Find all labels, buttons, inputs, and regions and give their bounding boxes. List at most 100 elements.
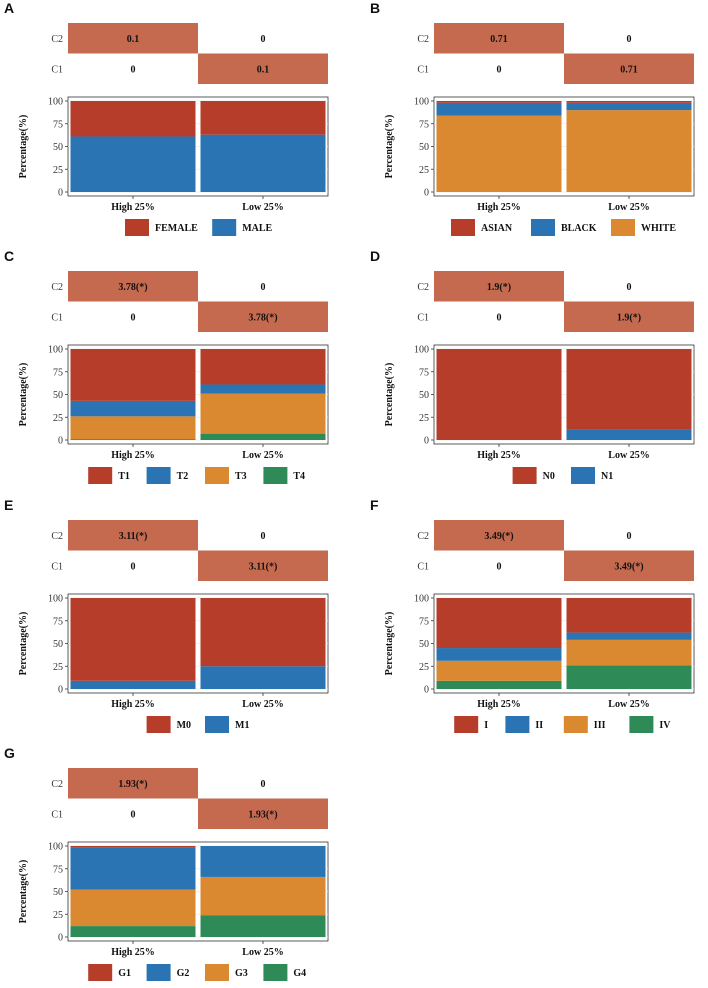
x-tick-label: Low 25% [242,699,283,710]
heatmap-cell-value: 0 [627,531,632,542]
y-tick-label: 50 [53,142,63,153]
heatmap-cell [198,271,328,302]
y-tick-label: 25 [419,165,429,176]
legend-swatch-ii [505,716,530,733]
y-tick-label: 25 [419,662,429,673]
legend-label: T2 [177,471,189,482]
bar-segment-iv [436,680,562,689]
heatmap-cell [434,271,564,302]
bar-segment-ii [436,648,562,661]
heatmap-cell-value: 1.9(*) [617,312,641,323]
x-tick-label: High 25% [111,202,155,213]
heatmap-cell-value: 0 [131,312,136,323]
heatmap-row-label: C2 [51,282,63,293]
y-tick-label: 0 [424,685,429,696]
heatmap-cell [434,550,564,581]
bar-segment-i [566,598,692,633]
legend-label: II [535,720,543,731]
x-tick-label: High 25% [111,450,155,461]
legend-label: N0 [543,471,555,482]
heatmap-row-label: C1 [417,561,429,572]
legend-label: T1 [118,471,130,482]
bar-segment-m0 [200,598,326,667]
y-tick-label: 50 [53,887,63,898]
bar-segment-ii [566,632,692,640]
y-tick-label: 75 [53,864,63,875]
heatmap-cell [564,550,694,581]
bar-segment-white [566,110,692,192]
heatmap-row-label: C2 [51,779,63,790]
heatmap-cell [564,53,694,84]
bar-segment-t1 [200,349,326,385]
bar-segment-g2 [200,846,326,877]
bar-segment-g4 [70,926,196,937]
heatmap-cell-value: 0 [131,809,136,820]
legend-label: G1 [118,968,131,979]
heatmap-cell [564,23,694,54]
bar-segment-iv [566,665,692,689]
panel-g: G C2 1.93(*) 0 C1 0 1.93(*) 0 25 50 75 100 High 25% L… [4,745,329,981]
heatmap-cell [198,550,328,581]
x-tick-label: High 25% [477,699,521,710]
bar-segment-black [436,102,562,116]
panel-c: C C2 3.78(*) 0 C1 0 3.78(*) 0 25 50 75 100 High 25% L… [4,248,329,484]
heatmap-cell [564,301,694,332]
y-tick-label: 0 [58,188,63,199]
heatmap-cell-value: 0 [627,34,632,45]
bar-segment-female [200,101,326,135]
x-tick-label: High 25% [477,202,521,213]
legend-label: G2 [177,968,190,979]
y-tick-label: 50 [419,639,429,650]
heatmap-row-label: C2 [51,34,63,45]
legend-swatch-m0 [146,716,171,733]
y-tick-label: 25 [53,662,63,673]
legend-swatch-t2 [146,467,171,484]
y-tick-label: 25 [53,910,63,921]
heatmap-cell-value: 1.93(*) [248,809,277,820]
heatmap-cell-value: 0 [261,34,266,45]
legend-swatch-male [212,219,237,236]
legend-swatch-g1 [88,964,113,981]
x-tick-label: High 25% [477,450,521,461]
heatmap-cell [68,768,198,799]
bar-segment-n1 [566,429,692,440]
legend-label: G4 [293,968,306,979]
y-tick-label: 100 [48,594,63,605]
panel-d: D C2 1.9(*) 0 C1 0 1.9(*) 0 25 50 75 100 High 25% Low… [370,248,695,484]
heatmap-cell [198,798,328,829]
y-axis-label: Percentage(%) [384,612,395,676]
legend-label: T3 [235,471,247,482]
heatmap-row-label: C2 [51,531,63,542]
heatmap-cell-value: 0.1 [127,34,140,45]
bar-segment-asian [436,101,562,103]
heatmap-cell [198,520,328,551]
y-tick-label: 50 [419,390,429,401]
panel-label: D [370,248,380,264]
heatmap-row-label: C1 [51,561,63,572]
panel-e: E C2 3.11(*) 0 C1 0 3.11(*) 0 25 50 75 100 High 25% L… [4,497,329,733]
heatmap-row-label: C1 [51,64,63,75]
y-tick-label: 75 [419,119,429,130]
heatmap-cell [68,23,198,54]
bar-segment-female [70,101,196,137]
legend-swatch-n0 [512,467,537,484]
y-tick-label: 75 [419,367,429,378]
bar-segment-g2 [70,847,196,890]
heatmap-cell-value: 0 [131,561,136,572]
heatmap-row-label: C1 [51,809,63,820]
heatmap-cell-value: 0 [497,64,502,75]
bar-segment-t2 [200,384,326,394]
heatmap-cell-value: 3.11(*) [249,561,278,572]
y-tick-label: 100 [48,345,63,356]
x-tick-label: Low 25% [242,450,283,461]
heatmap-cell [68,550,198,581]
bar-segment-asian [566,101,692,103]
legend-swatch-asian [451,219,475,236]
legend-swatch-n1 [571,467,595,484]
bar-segment-t3 [200,393,326,434]
bar-segment-n0 [436,349,562,440]
legend-swatch-g4 [263,964,288,981]
legend-swatch-t4 [263,467,288,484]
panel-label: A [4,0,14,16]
heatmap-row-label: C2 [417,531,429,542]
